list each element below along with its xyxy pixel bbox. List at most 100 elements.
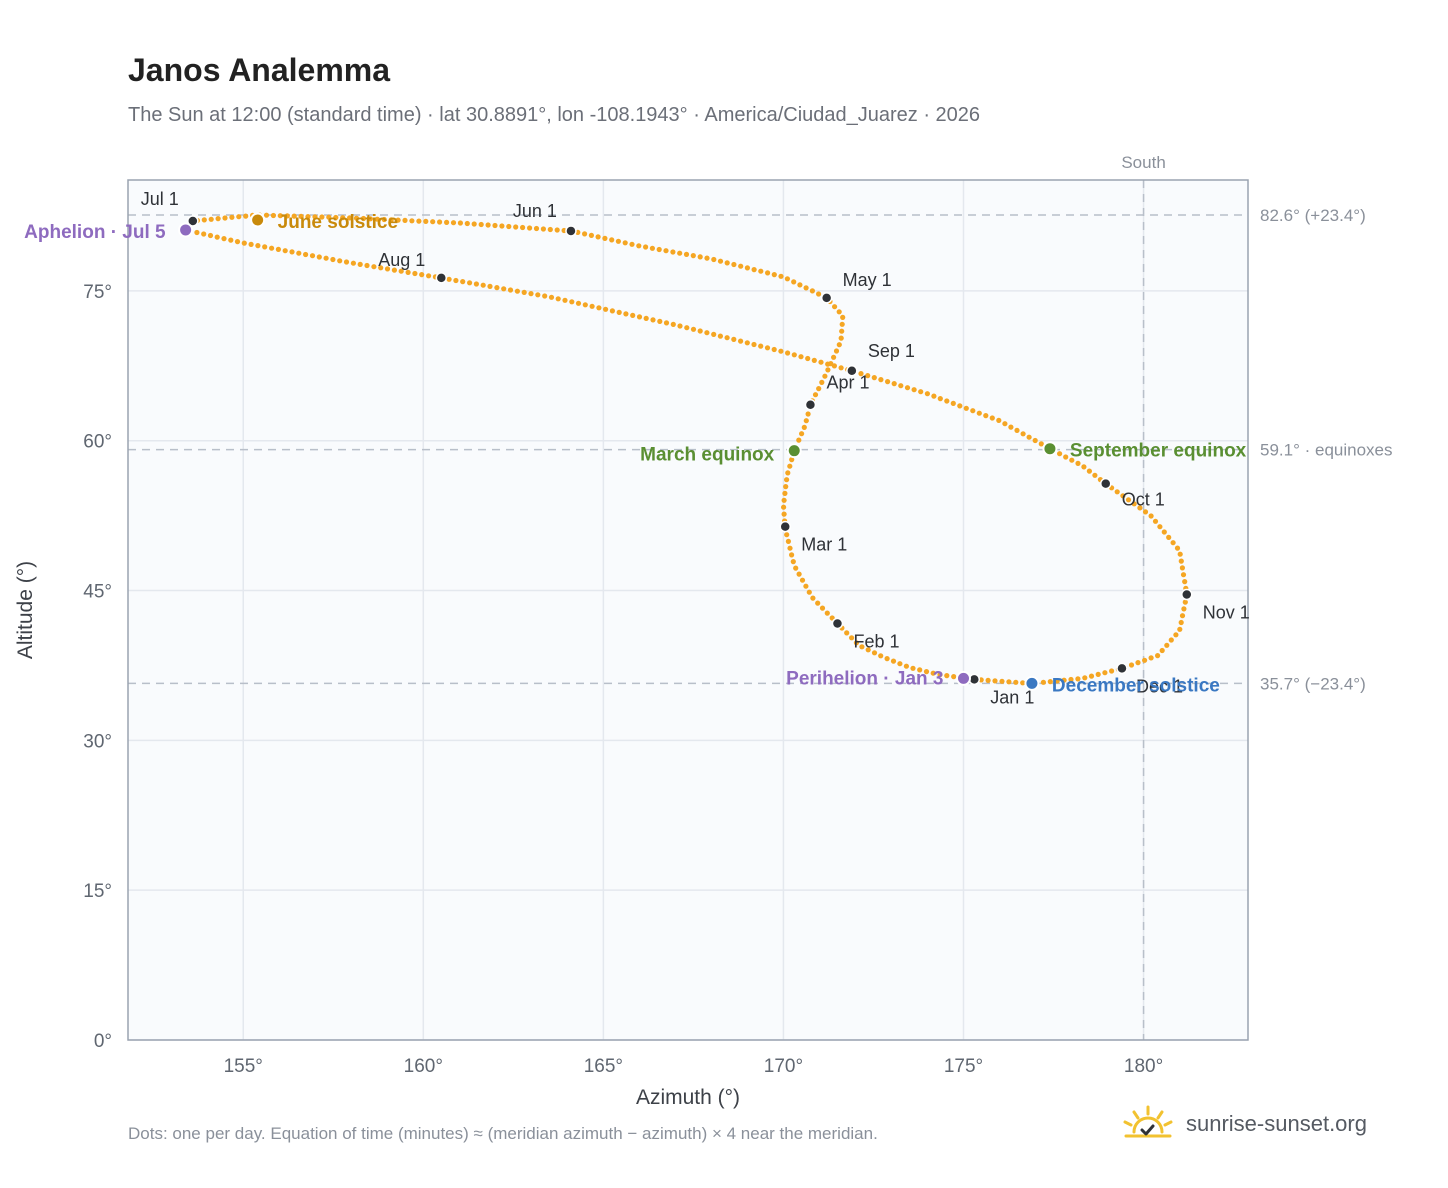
event-label: March equinox (640, 445, 775, 466)
daily-sun-dot (444, 219, 450, 225)
month-label: May 1 (843, 270, 892, 290)
daily-sun-dot (636, 314, 643, 320)
daily-sun-dot (778, 273, 784, 279)
daily-sun-dot (918, 389, 924, 395)
daily-sun-dot (409, 218, 415, 224)
daily-sun-dot (473, 281, 479, 287)
daily-sun-dot (781, 497, 787, 503)
daily-sun-dot (819, 379, 825, 385)
daily-sun-dot (542, 293, 548, 299)
daily-sun-dot (1063, 454, 1069, 460)
month-marker (820, 292, 833, 304)
x-tick-label: 155° (224, 1056, 263, 1077)
daily-sun-dot (1177, 551, 1183, 557)
daily-sun-dot (622, 240, 628, 246)
daily-sun-dot (533, 225, 540, 232)
daily-sun-dot (711, 331, 717, 337)
daily-sun-dot (697, 328, 703, 334)
daily-sun-dot (798, 354, 804, 360)
daily-sun-dot (711, 256, 717, 263)
daily-sun-dot (690, 326, 697, 332)
chart-title: Janos Analemma (128, 52, 391, 88)
daily-sun-dot (364, 262, 370, 269)
y-tick-label: 75° (83, 282, 112, 303)
daily-sun-dot (555, 296, 561, 302)
daily-sun-dot (819, 605, 826, 611)
daily-sun-dot (797, 282, 803, 288)
daily-sun-dot (1013, 679, 1019, 685)
daily-sun-dot (609, 308, 616, 314)
month-markers: Jan 1 Feb 1 Mar 1 Apr 1 May 1 Jun 1 Jul 1 Aug 1… (141, 189, 1250, 707)
daily-sun-dot (506, 223, 512, 230)
daily-sun-dot (677, 250, 683, 256)
x-tick-label: 180° (1124, 1056, 1163, 1077)
daily-sun-dot (535, 292, 541, 298)
daily-sun-dot (291, 213, 297, 219)
month-label: Jan 1 (990, 687, 1034, 707)
daily-sun-dot (806, 589, 812, 595)
daily-sun-dot (316, 254, 322, 260)
brand[interactable]: sunrise-sunset.org (1120, 1102, 1367, 1146)
daily-sun-dot (717, 258, 724, 264)
daily-sun-dot (1178, 619, 1184, 626)
daily-sun-dot (595, 234, 601, 240)
footnote: Dots: one per day. Equation of time (min… (128, 1124, 878, 1143)
daily-sun-dot (657, 318, 663, 324)
daily-sun-dot (911, 387, 917, 393)
daily-sun-dot (241, 240, 247, 246)
daily-sun-dot (738, 338, 744, 344)
daily-sun-dot (751, 267, 757, 273)
daily-sun-dot (388, 217, 394, 223)
daily-sun-dot (398, 268, 404, 274)
daily-sun-dot (704, 330, 710, 336)
daily-sun-dot (467, 280, 473, 286)
daily-sun-dot (478, 221, 484, 228)
daily-sun-dot (789, 457, 795, 463)
daily-sun-dot (717, 333, 724, 339)
daily-sun-dot (787, 545, 793, 551)
daily-sun-dot (1069, 457, 1075, 463)
daily-sun-dot (950, 400, 956, 406)
daily-sun-dot (378, 265, 384, 271)
daily-sun-dot (923, 669, 930, 675)
event-marker (1024, 675, 1040, 691)
brand-name: sunrise-sunset.org (1186, 1111, 1367, 1136)
daily-sun-dot (357, 261, 363, 267)
daily-sun-dot (937, 672, 943, 678)
month-label: Dec 1 (1136, 676, 1183, 696)
daily-sun-dot (548, 294, 555, 300)
daily-sun-dot (799, 577, 806, 583)
month-marker (804, 398, 817, 411)
daily-sun-dot (663, 320, 670, 326)
daily-sun-dot (983, 413, 989, 419)
daily-sun-dot (796, 571, 802, 577)
daily-sun-dot (1061, 677, 1067, 683)
event-marker (786, 443, 802, 459)
daily-sun-dot (884, 656, 890, 662)
y-axis-title: Altitude (°) (14, 561, 37, 659)
daily-sun-dot (1155, 653, 1161, 659)
daily-sun-dot (623, 311, 629, 317)
daily-sun-dot (1177, 626, 1183, 632)
daily-sun-dot (825, 367, 831, 373)
daily-sun-dot (903, 663, 910, 669)
daily-sun-dot (437, 219, 443, 225)
daily-sun-dot (885, 379, 891, 385)
daily-sun-dot (296, 250, 302, 256)
daily-sun-dot (236, 214, 242, 220)
month-label: Nov 1 (1203, 603, 1250, 623)
daily-sun-dot (1120, 493, 1126, 499)
daily-sun-dot (791, 279, 797, 285)
meridian-label: South (1121, 153, 1165, 172)
daily-sun-dot (643, 315, 649, 321)
daily-sun-dot (326, 214, 332, 220)
daily-sun-dot (305, 214, 311, 220)
daily-sun-dot (878, 377, 884, 383)
daily-sun-dot (521, 289, 527, 295)
daily-sun-dot (944, 673, 950, 679)
daily-sun-dot (582, 302, 588, 308)
daily-sun-dot (785, 470, 791, 476)
daily-sun-dot (391, 267, 397, 273)
daily-sun-dot (924, 391, 931, 397)
daily-sun-dot (1054, 678, 1060, 684)
